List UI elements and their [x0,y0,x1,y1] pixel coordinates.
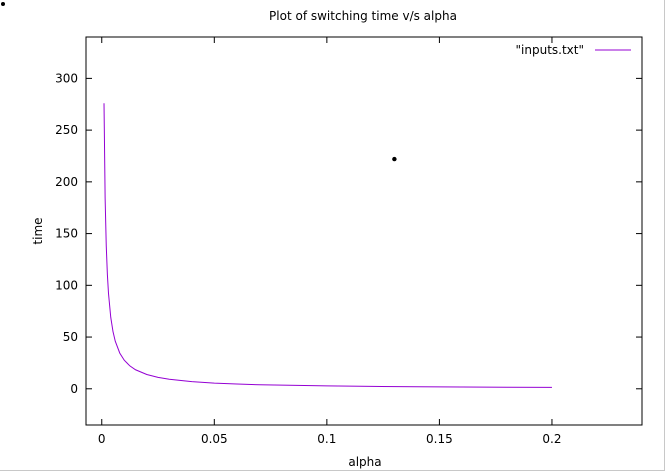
x-tick-label: 0.2 [542,432,561,446]
x-tick-label: 0.05 [201,432,228,446]
corner-dot [1,2,5,6]
y-axis: 0 50 100 150 200 250 300 [55,71,642,396]
x-axis: 0 0.05 0.1 0.15 0.2 [98,37,562,446]
chart-title: Plot of switching time v/s alpha [269,9,457,23]
x-tick-label: 0 [98,432,106,446]
y-tick-label: 100 [55,278,78,292]
plot-area-frame [85,36,643,426]
window-edge-right [664,0,665,470]
y-tick-label: 300 [55,71,78,85]
x-axis-label: alpha [348,455,381,469]
y-tick-label: 150 [55,227,78,241]
legend: "inputs.txt" [516,43,631,57]
y-tick-label: 0 [70,382,78,396]
y-axis-label: time [31,217,45,244]
legend-label: "inputs.txt" [516,43,584,57]
y-tick-label: 200 [55,175,78,189]
annotations [392,156,397,162]
y-tick-label: 50 [63,330,78,344]
annotation-point [392,156,397,162]
x-tick-label: 0.15 [426,432,453,446]
series-line-inputs [103,103,552,388]
x-tick-label: 0.1 [317,432,336,446]
window-edge-bottom [0,470,665,471]
y-tick-label: 250 [55,123,78,137]
